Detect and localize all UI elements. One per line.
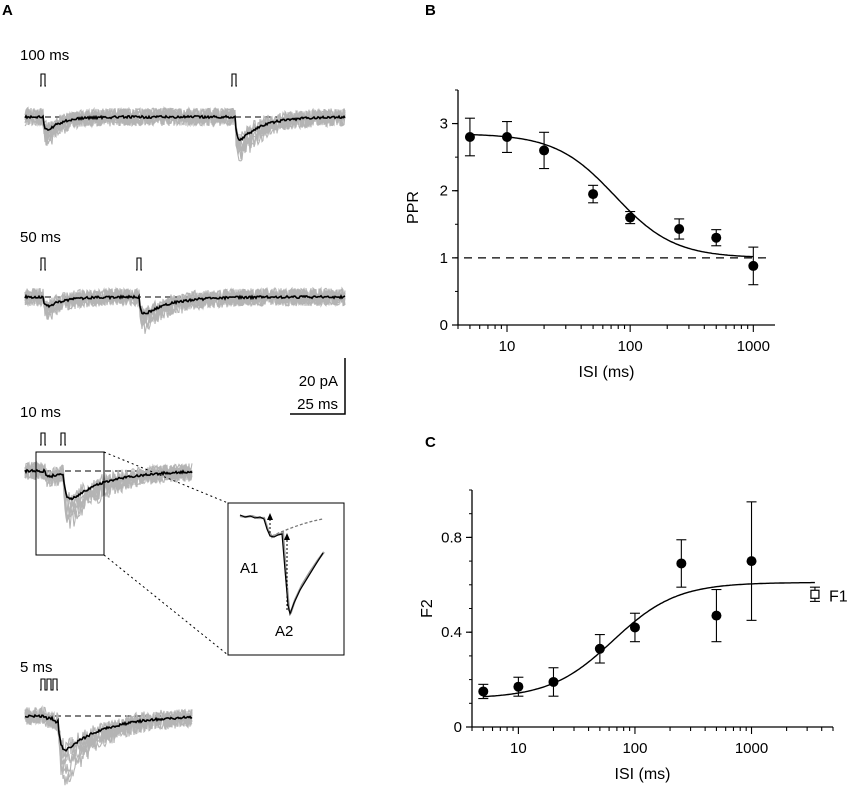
panel-a-letter: A: [2, 2, 13, 19]
x-tick-label: 10: [510, 740, 527, 757]
data-point: [676, 558, 687, 569]
condition-label-5ms: 5 ms: [20, 659, 53, 676]
y-tick-label: 0: [454, 719, 462, 736]
y-axis-label: PPR: [405, 191, 422, 224]
data-point: [748, 260, 759, 271]
stimulus-marker: [60, 432, 66, 446]
data-point: [625, 212, 636, 223]
zoom-connector: [103, 451, 229, 504]
x-tick-label: 100: [622, 740, 647, 757]
mean-trace: [24, 713, 193, 752]
inset-trace-black: [239, 514, 324, 617]
condition-label-100ms: 100 ms: [20, 47, 69, 64]
y-axis-label: F2: [419, 599, 436, 618]
panel-c-letter: C: [425, 434, 436, 451]
panel-a: A 100 ms 50 ms 20 pA 25 ms 10 ms: [2, 2, 346, 786]
x-tick-label: 1000: [735, 740, 768, 757]
data-point: [548, 676, 559, 687]
zoom-box: [35, 451, 105, 556]
inset-a2-arrowhead: [284, 533, 290, 540]
gray-sweeps: [24, 704, 193, 786]
condition-label-10ms: 10 ms: [20, 404, 61, 421]
condition-label-50ms: 50 ms: [20, 229, 61, 246]
trace-group-10ms: 10 ms: [20, 404, 229, 656]
data-point: [594, 643, 605, 654]
data-point: [746, 556, 757, 567]
data-point: [588, 189, 599, 200]
mean-trace: [24, 293, 346, 315]
data-point: [513, 681, 524, 692]
x-axis-label: ISI (ms): [579, 364, 635, 381]
data-point: [464, 132, 475, 142]
y-tick-label: 2: [440, 183, 448, 200]
gray-sweeps: [24, 286, 346, 334]
data-point: [539, 145, 550, 156]
stimulus-marker: [136, 257, 142, 271]
y-tick-label: 3: [440, 116, 448, 133]
y-tick-label: 0.4: [441, 624, 462, 641]
trace-group-5ms: 5 ms: [20, 659, 193, 786]
panel-b: B 0 1 2 3 10 100 1000 ISI (ms) PPR: [405, 2, 775, 381]
stimulus-marker: [40, 432, 46, 446]
chart-f2: 0 0.4 0.8 10 100 1000 ISI (ms) F2 F1: [419, 489, 848, 783]
panel-c: C 0 0.4 0.8 10 100 1000 ISI (ms) F2 F1: [419, 434, 848, 783]
scale-bar: 20 pA 25 ms: [290, 358, 346, 415]
series-label: F1: [829, 588, 848, 605]
data-point: [711, 232, 722, 243]
x-axis-label: ISI (ms): [615, 766, 671, 783]
stimulus-marker: [40, 678, 58, 691]
inset-extrapolation-dashed: [271, 518, 324, 537]
scale-bar-amplitude: 20 pA: [299, 373, 338, 390]
data-point: [478, 686, 489, 697]
stimulus-marker: [40, 73, 46, 87]
x-tick-label: 100: [618, 338, 643, 355]
zoom-connector: [103, 554, 229, 656]
trace-group-100ms: 100 ms: [20, 47, 346, 162]
data-point: [674, 223, 685, 234]
data-point: [502, 132, 513, 142]
inset: A1 A2: [227, 502, 345, 656]
stimulus-marker: [231, 73, 237, 87]
inset-label-a1: A1: [240, 560, 258, 577]
chart-ppr: 0 1 2 3 10 100 1000 ISI (ms) PPR: [405, 89, 775, 381]
stimulus-marker: [40, 257, 46, 271]
mean-trace: [24, 114, 346, 142]
gray-sweeps: [24, 105, 346, 162]
mean-trace: [24, 468, 193, 501]
inset-label-a2: A2: [275, 623, 293, 640]
fit-curve: [469, 133, 754, 258]
scale-bar-time: 25 ms: [297, 396, 338, 413]
fit-curve: [483, 581, 815, 698]
data-point-open-square: [810, 589, 820, 599]
y-tick-label: 0: [440, 317, 448, 334]
inset-a1-arrowhead: [267, 513, 273, 520]
data-point: [629, 622, 640, 633]
x-tick-label: 1000: [737, 338, 770, 355]
trace-group-50ms: 50 ms: [20, 229, 346, 334]
y-tick-label: 1: [440, 250, 448, 267]
y-tick-label: 0.8: [441, 529, 462, 546]
data-point: [711, 610, 722, 621]
panel-b-letter: B: [425, 2, 436, 19]
x-tick-label: 10: [499, 338, 516, 355]
